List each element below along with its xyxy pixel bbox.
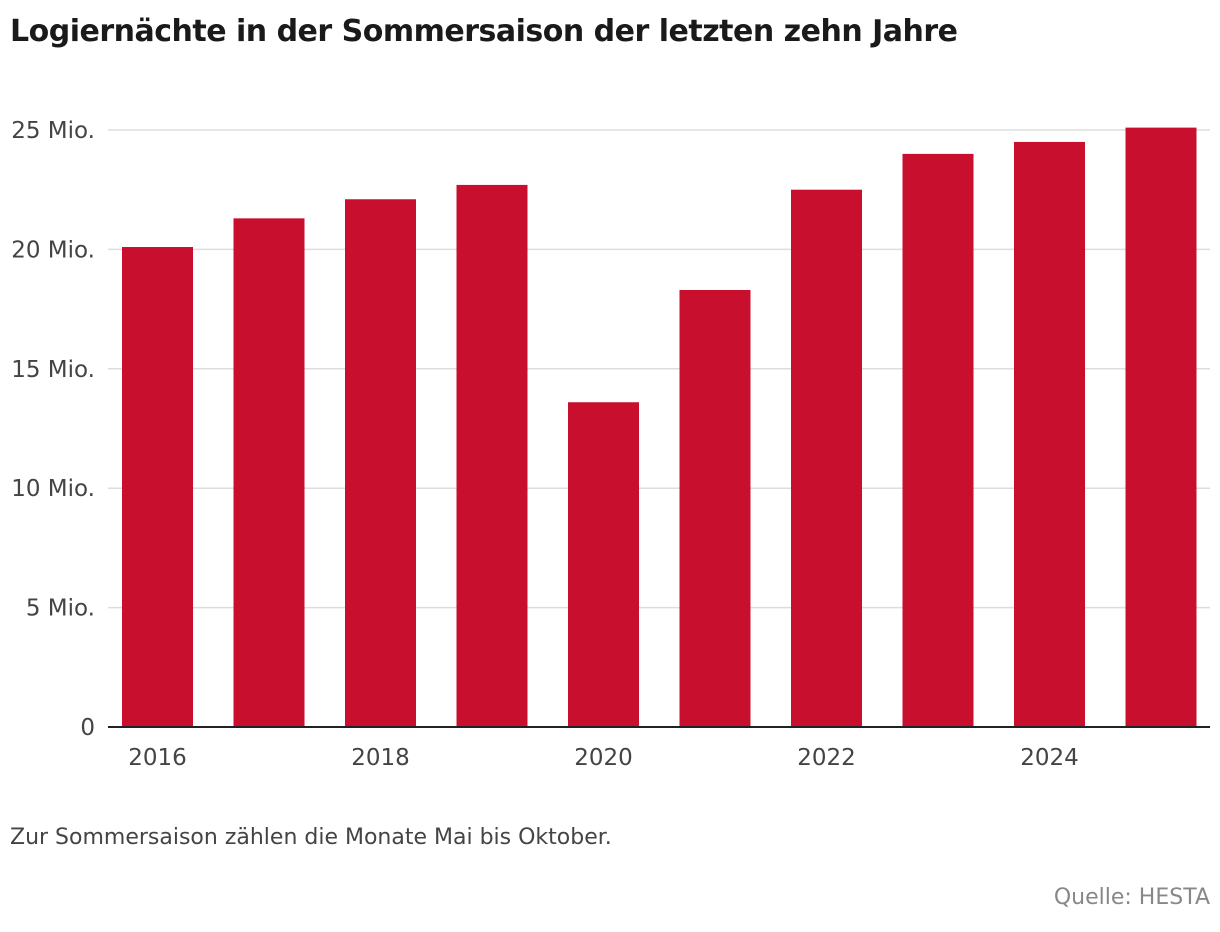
x-tick-label: 2020 — [574, 745, 633, 771]
label-layer: 0 5 Mio. 10 Mio. 15 Mio. 20 Mio. 25 Mio. 2016 2… — [11, 118, 1079, 771]
x-tick-label: 2016 — [128, 745, 187, 771]
bar-2021 — [679, 289, 751, 727]
chart-title: Logiernächte in der Sommersaison der let… — [10, 14, 958, 49]
bar-2017 — [233, 218, 305, 727]
bar-2020 — [568, 402, 639, 727]
bar-2024 — [1014, 141, 1085, 727]
bar-2022 — [791, 189, 862, 727]
x-tick-label: 2022 — [797, 745, 856, 771]
bar-2016 — [122, 247, 193, 727]
y-tick-label: 15 Mio. — [11, 357, 95, 383]
x-tick-label: 2018 — [351, 745, 410, 771]
y-tick-label: 5 Mio. — [26, 596, 95, 622]
bar-2025 — [1125, 127, 1197, 727]
chart-source: Quelle: HESTA — [1053, 885, 1210, 910]
y-tick-label: 20 Mio. — [11, 237, 95, 263]
y-tick-label: 10 Mio. — [11, 476, 95, 502]
y-tick-label: 0 — [80, 715, 95, 741]
bar-2023 — [902, 153, 974, 727]
y-tick-label: 25 Mio. — [11, 118, 95, 144]
bar-layer — [122, 127, 1197, 727]
bar-2019 — [456, 184, 528, 727]
bar-chart: 0 5 Mio. 10 Mio. 15 Mio. 20 Mio. 25 Mio. 2016 2… — [11, 118, 1210, 771]
chart-note: Zur Sommersaison zählen die Monate Mai b… — [10, 825, 612, 850]
x-tick-label: 2024 — [1020, 745, 1079, 771]
bar-2018 — [345, 199, 416, 727]
